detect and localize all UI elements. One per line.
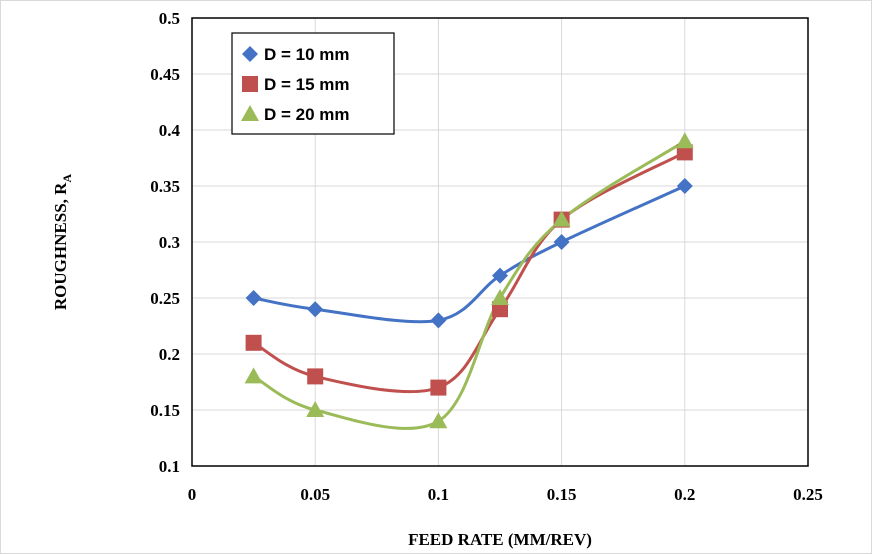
legend-label-2: D = 15 mm: [264, 75, 350, 94]
y-axis-title-main: ROUGHNESS, R: [51, 182, 70, 310]
series-1-point: [676, 178, 693, 194]
x-axis-ticks: 0 0.05 0.1 0.15 0.2 0.25: [188, 485, 823, 504]
series-line-2: [252, 151, 686, 394]
y-tick-label: 0.35: [150, 177, 180, 196]
series-3-point: [491, 289, 509, 305]
series-2-point: [430, 379, 447, 396]
series-markers: [244, 132, 694, 429]
legend-marker-2: [242, 76, 258, 92]
series-1-point: [245, 290, 262, 306]
series-2-point: [492, 301, 508, 318]
y-tick-label: 0.25: [150, 289, 180, 308]
series-3-point: [429, 412, 448, 429]
legend-box: [231, 32, 395, 135]
series-1-point: [430, 312, 447, 329]
y-tick-label: 0.4: [159, 121, 181, 140]
x-tick-label: 0.2: [674, 485, 695, 504]
legend-marker-1: [242, 46, 258, 62]
y-axis-ticks: 0.1 0.15 0.2 0.25 0.3 0.35 0.4 0.45 0.5: [150, 9, 180, 476]
y-tick-label: 0.3: [159, 233, 180, 252]
x-tick-label: 0.05: [300, 485, 330, 504]
series-3-point: [675, 132, 694, 149]
legend-marker-3: [241, 105, 259, 121]
y-tick-label: 0.2: [159, 345, 180, 364]
x-tick-label: 0.25: [793, 485, 823, 504]
y-tick-label: 0.1: [159, 457, 180, 476]
x-tick-label: 0.1: [428, 485, 449, 504]
legend-label-3: D = 20 mm: [264, 105, 350, 124]
x-axis-title: FEED RATE (MM/REV): [408, 530, 592, 549]
x-tick-label: 0: [188, 485, 197, 504]
series-1-point: [307, 301, 324, 318]
x-tick-label: 0.15: [547, 485, 577, 504]
series-line-1: [253, 184, 686, 324]
y-tick-label: 0.5: [159, 9, 180, 28]
y-tick-label: 0.15: [150, 401, 180, 420]
y-axis-title: ROUGHNESS, RA: [51, 174, 74, 311]
series-2-point: [245, 334, 262, 351]
series-2-point: [307, 368, 324, 385]
series-2-point: [676, 144, 693, 161]
legend-label-1: D = 10 mm: [264, 45, 350, 64]
legend: D = 10 mm D = 15 mm D = 20 mm: [231, 32, 395, 135]
y-tick-label: 0.45: [150, 65, 180, 84]
series-1-point: [492, 267, 508, 284]
series-1-point: [553, 234, 570, 250]
plot-area-border: [191, 17, 809, 467]
series-3-point: [244, 367, 263, 384]
series-3-point: [306, 401, 325, 417]
series-3-point: [552, 210, 571, 227]
y-axis-title-subscript: A: [60, 174, 74, 183]
series-lines: [252, 139, 686, 430]
